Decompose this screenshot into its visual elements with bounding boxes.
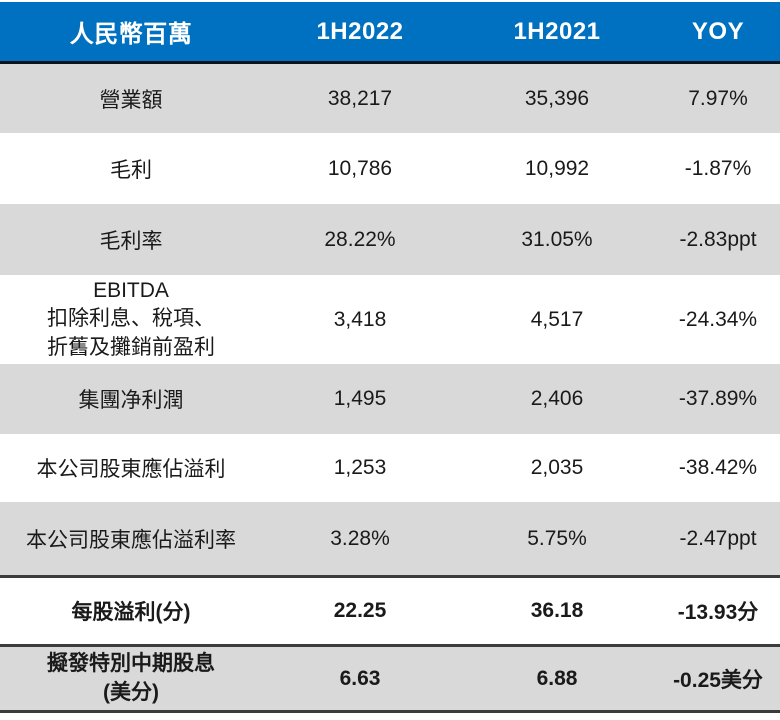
- value-1h2021: 36.18: [530, 599, 584, 622]
- row-label-line-3: 折舊及攤銷前盈利: [47, 335, 215, 359]
- table-row-profit-margin-attributable: 本公司股東應佔溢利率 3.28% 5.75% -2.47ppt: [0, 502, 780, 575]
- value-1h2022: 3.28%: [330, 526, 390, 550]
- row-label-line-1: EBITDA: [93, 278, 169, 302]
- row-label: 集團净利潤: [78, 389, 184, 412]
- table-row-profit-attributable: 本公司股東應佔溢利 1,253 2,035 -38.42%: [0, 434, 780, 502]
- row-label-line-2: (美分): [103, 680, 159, 704]
- table-row-revenue: 營業額 38,217 35,396 7.97%: [0, 64, 780, 133]
- value-yoy: -37.89%: [678, 387, 758, 410]
- row-label-multiline: 擬發特別中期股息 (美分): [0, 647, 262, 710]
- section-divider: [0, 575, 780, 578]
- value-yoy: -24.34%: [678, 307, 758, 331]
- value-1h2021: 35,396: [524, 86, 590, 110]
- row-label-line-1: 擬發特別中期股息: [47, 651, 215, 675]
- section-divider: [0, 644, 780, 647]
- value-1h2022: 6.63: [339, 666, 381, 690]
- row-label-multiline: EBITDA 扣除利息、稅項、 折舊及攤銷前盈利: [0, 275, 262, 364]
- row-label-line-2: 扣除利息、稅項、: [47, 307, 215, 331]
- header-divider: [0, 61, 780, 64]
- table-row-special-dividend: 擬發特別中期股息 (美分) 6.63 6.88 -0.25美分: [0, 647, 780, 710]
- value-1h2021: 4,517: [530, 307, 584, 331]
- value-1h2022: 1,253: [333, 456, 387, 479]
- value-1h2022: 3,418: [333, 307, 387, 331]
- table-row-group-net-profit: 集團净利潤 1,495 2,406 -37.89%: [0, 364, 780, 434]
- value-1h2022: 38,217: [327, 86, 393, 110]
- value-yoy: -2.83ppt: [679, 227, 757, 251]
- value-1h2021: 5.75%: [527, 526, 587, 550]
- table-row-gross-margin: 毛利率 28.22% 31.05% -2.83ppt: [0, 204, 780, 275]
- row-label: 每股溢利(分): [71, 601, 191, 624]
- row-label: 本公司股東應佔溢利率: [26, 528, 236, 552]
- row-label: 本公司股東應佔溢利: [36, 458, 226, 481]
- value-yoy: 7.97%: [688, 86, 748, 110]
- header-metric-label: 人民幣百萬: [69, 21, 193, 48]
- row-label: 營業額: [99, 88, 163, 112]
- value-yoy: -13.93分: [677, 601, 759, 624]
- value-yoy: -2.47ppt: [679, 526, 757, 550]
- table-bottom-border: [0, 710, 780, 713]
- value-1h2021: 2,406: [530, 387, 584, 410]
- value-1h2021: 31.05%: [521, 227, 593, 251]
- value-1h2022: 22.25: [333, 599, 387, 622]
- row-label: 毛利: [110, 158, 152, 182]
- value-1h2022: 28.22%: [324, 227, 396, 251]
- table-header-row: 人民幣百萬 1H2022 1H2021 YOY: [0, 2, 780, 61]
- value-1h2021: 2,035: [530, 456, 584, 479]
- value-1h2022: 1,495: [333, 387, 387, 410]
- header-yoy: YOY: [691, 17, 745, 45]
- value-1h2022: 10,786: [327, 156, 393, 180]
- table-row-gross-profit: 毛利 10,786 10,992 -1.87%: [0, 133, 780, 204]
- value-yoy: -38.42%: [678, 456, 758, 479]
- value-1h2021: 6.88: [536, 666, 578, 690]
- value-1h2021: 10,992: [524, 156, 590, 180]
- header-period-1h2022: 1H2022: [316, 17, 404, 45]
- table-row-eps: 每股溢利(分) 22.25 36.18 -13.93分: [0, 578, 780, 644]
- table-row-ebitda: EBITDA 扣除利息、稅項、 折舊及攤銷前盈利 3,418 4,517 -24…: [0, 275, 780, 364]
- value-yoy: -0.25美分: [673, 668, 763, 692]
- row-label: 毛利率: [99, 229, 163, 253]
- value-yoy: -1.87%: [684, 156, 752, 180]
- header-period-1h2021: 1H2021: [513, 17, 601, 45]
